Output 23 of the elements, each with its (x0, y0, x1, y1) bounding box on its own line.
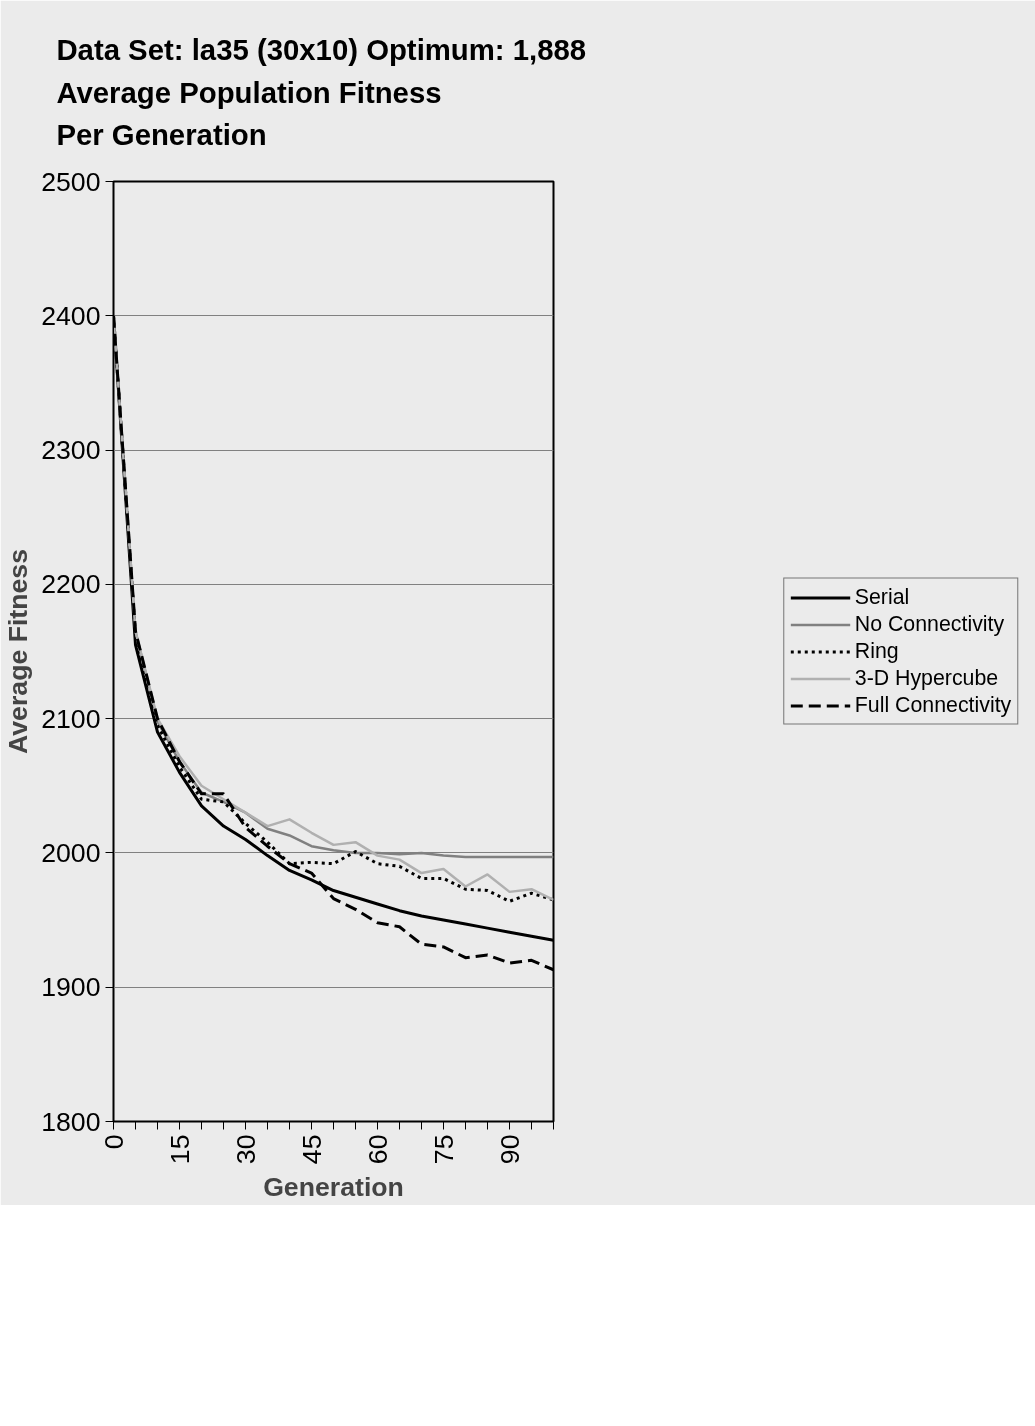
chart-title: Data Set: la35 (30x10) Optimum: 1,888 Average Population Fitness Per Generation (56, 32, 587, 152)
x-tick-label: 0 (98, 1134, 129, 1150)
legend-label: Serial (854, 584, 910, 610)
x-axis-title: Generation (263, 1172, 404, 1203)
y-tick-label: 2100 (41, 703, 101, 734)
legend-label: Ring (854, 638, 899, 664)
x-tick-label: 75 (428, 1134, 459, 1165)
x-tick-label: 60 (362, 1134, 393, 1165)
x-tick-label: 15 (164, 1134, 195, 1165)
y-tick-label: 2400 (41, 300, 101, 331)
y-tick-label: 2300 (41, 435, 101, 466)
x-tick-label: 30 (230, 1134, 261, 1165)
y-axis-title: Average Fitness (3, 549, 34, 754)
x-tick-label: 90 (494, 1134, 525, 1165)
legend-label: Full Connectivity (854, 692, 1012, 718)
y-tick-label: 1900 (41, 972, 101, 1003)
y-tick-label: 2200 (41, 569, 101, 600)
y-tick-label: 1800 (41, 1106, 101, 1137)
legend-label: 3-D Hypercube (854, 665, 999, 691)
y-tick-label: 2500 (41, 166, 101, 197)
x-tick-label: 45 (296, 1134, 327, 1165)
legend-label: No Connectivity (854, 611, 1005, 637)
y-tick-label: 2000 (41, 837, 101, 868)
